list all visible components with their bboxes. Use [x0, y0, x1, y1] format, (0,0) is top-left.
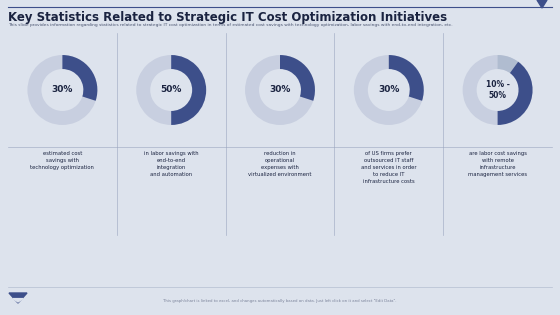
Polygon shape — [9, 293, 27, 303]
Wedge shape — [389, 55, 424, 101]
Wedge shape — [354, 55, 424, 125]
Text: 10% -
50%: 10% - 50% — [486, 80, 510, 100]
Text: 30%: 30% — [52, 85, 73, 94]
Wedge shape — [27, 55, 97, 125]
Wedge shape — [245, 55, 315, 125]
Text: estimated cost
savings with
technology optimization: estimated cost savings with technology o… — [30, 151, 94, 170]
Wedge shape — [136, 55, 206, 125]
Text: are labor cost savings
with remote
infrastructure
management services: are labor cost savings with remote infra… — [468, 151, 527, 177]
Text: 30%: 30% — [269, 85, 291, 94]
Text: reduction in
operational
expenses with
virtualized environment: reduction in operational expenses with v… — [248, 151, 312, 177]
Wedge shape — [498, 62, 533, 125]
Text: in labor savings with
end-to-end
integration
and automation: in labor savings with end-to-end integra… — [144, 151, 198, 177]
Text: Key Statistics Related to Strategic IT Cost Optimization Initiatives: Key Statistics Related to Strategic IT C… — [8, 11, 447, 24]
Wedge shape — [280, 55, 315, 101]
Polygon shape — [13, 299, 23, 302]
Text: This slide provides information regarding statistics related to strategic IT cos: This slide provides information regardin… — [8, 23, 452, 27]
Text: 30%: 30% — [378, 85, 399, 94]
Polygon shape — [537, 0, 547, 8]
Wedge shape — [62, 55, 97, 101]
Text: 50%: 50% — [161, 85, 182, 94]
Text: This graph/chart is linked to excel, and changes automatically based on data. Ju: This graph/chart is linked to excel, and… — [164, 299, 396, 303]
Wedge shape — [171, 55, 206, 125]
Wedge shape — [498, 55, 518, 73]
Text: of US firms prefer
outsourced IT staff
and services in order
to reduce IT
infras: of US firms prefer outsourced IT staff a… — [361, 151, 417, 184]
Wedge shape — [463, 55, 533, 125]
